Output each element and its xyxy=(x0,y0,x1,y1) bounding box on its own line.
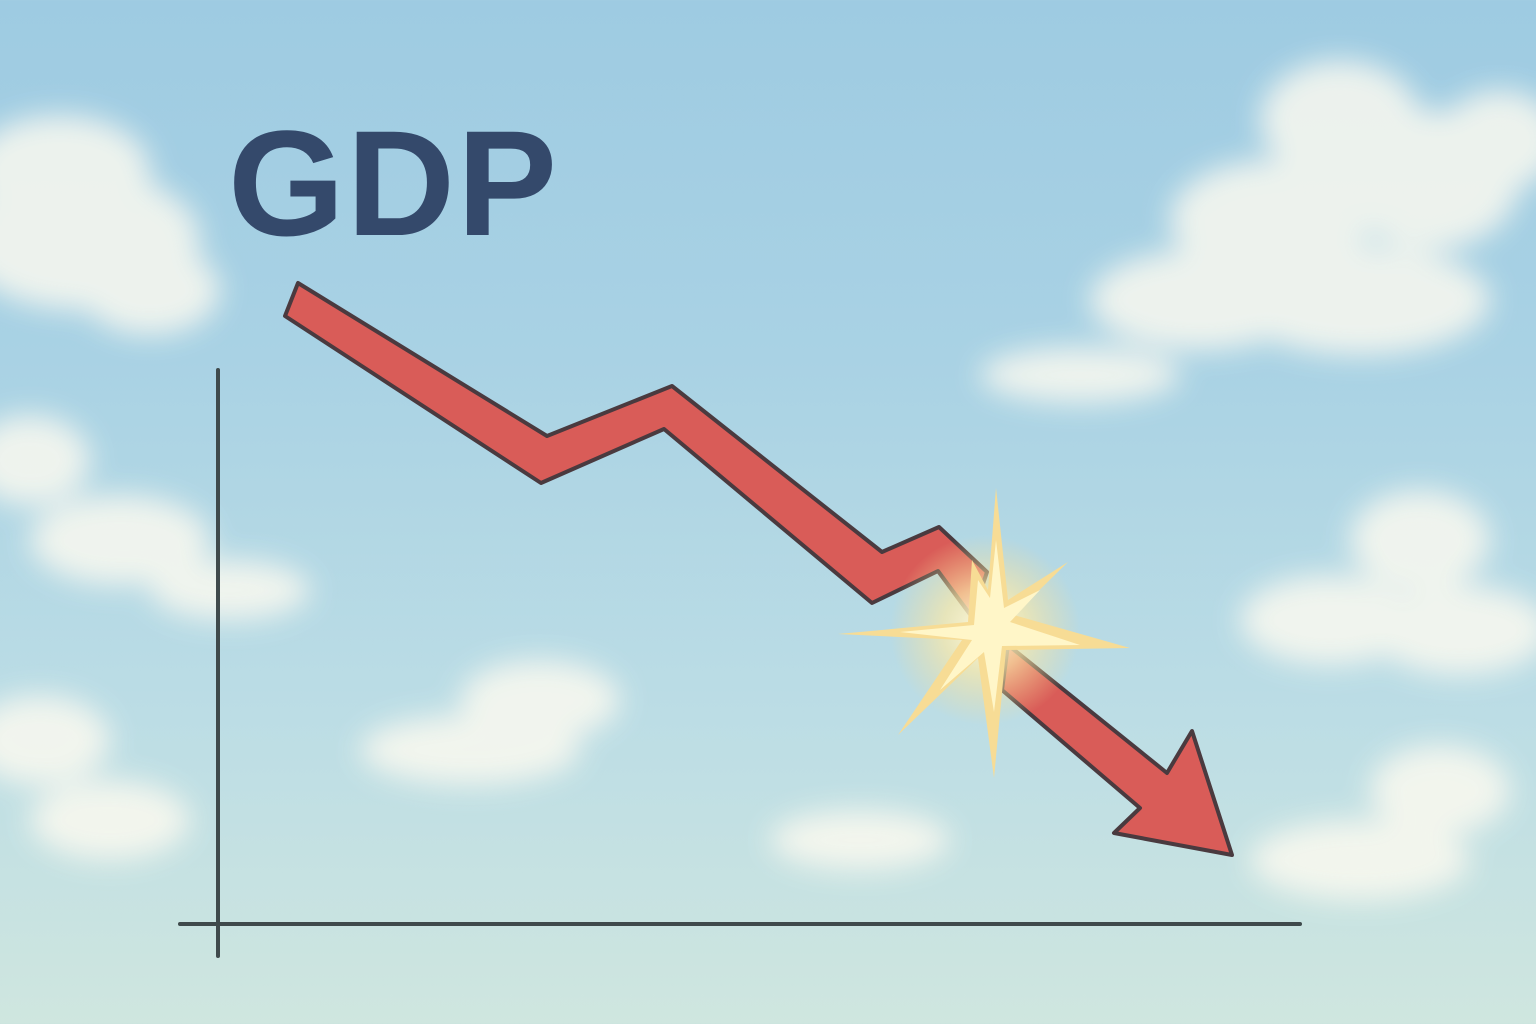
page-title: GDP xyxy=(228,99,560,267)
cloud-top-left xyxy=(0,115,220,335)
cloud-upper-right xyxy=(980,60,1536,403)
cloud-low-left xyxy=(0,695,190,860)
impact-burst-icon xyxy=(838,488,1130,778)
cloud-mid-left xyxy=(0,415,310,620)
cloud-center xyxy=(360,660,950,870)
clouds xyxy=(0,60,1536,900)
cloud-mid-right xyxy=(1240,490,1536,675)
cloud-low-right xyxy=(1250,745,1510,900)
